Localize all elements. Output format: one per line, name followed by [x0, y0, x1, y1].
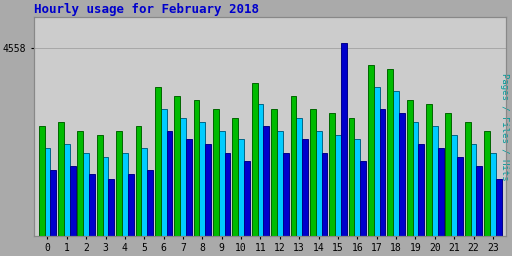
Bar	[399, 113, 405, 256]
Bar	[232, 118, 238, 256]
Bar	[50, 170, 56, 256]
Bar	[341, 43, 347, 256]
Bar	[477, 166, 482, 256]
Bar	[70, 166, 76, 256]
Bar	[97, 135, 103, 256]
Bar	[432, 126, 438, 256]
Bar	[290, 96, 296, 256]
Bar	[103, 157, 109, 256]
Bar	[219, 131, 225, 256]
Bar	[155, 87, 161, 256]
Bar	[322, 153, 327, 256]
Bar	[393, 91, 399, 256]
Bar	[360, 161, 366, 256]
Bar	[407, 100, 413, 256]
Bar	[83, 153, 89, 256]
Bar	[225, 153, 230, 256]
Bar	[186, 139, 192, 256]
Bar	[374, 87, 379, 256]
Bar	[329, 113, 335, 256]
Bar	[388, 69, 393, 256]
Bar	[277, 131, 283, 256]
Text: Hourly usage for February 2018: Hourly usage for February 2018	[34, 3, 259, 16]
Bar	[457, 157, 463, 256]
Bar	[335, 135, 341, 256]
Bar	[200, 122, 205, 256]
Bar	[109, 179, 114, 256]
Bar	[426, 104, 432, 256]
Bar	[271, 109, 277, 256]
Bar	[136, 126, 141, 256]
Bar	[310, 109, 316, 256]
Bar	[258, 104, 263, 256]
Bar	[484, 131, 490, 256]
Bar	[122, 153, 128, 256]
Bar	[354, 139, 360, 256]
Bar	[413, 122, 418, 256]
Bar	[496, 179, 502, 256]
Bar	[252, 82, 258, 256]
Bar	[283, 153, 289, 256]
Bar	[166, 131, 173, 256]
Bar	[368, 65, 374, 256]
Bar	[174, 96, 180, 256]
Bar	[418, 144, 424, 256]
Bar	[490, 153, 496, 256]
Bar	[316, 131, 322, 256]
Bar	[263, 126, 269, 256]
Bar	[205, 144, 211, 256]
Bar	[438, 148, 443, 256]
Bar	[45, 148, 50, 256]
Bar	[238, 139, 244, 256]
Bar	[194, 100, 200, 256]
Bar	[128, 174, 134, 256]
Bar	[161, 109, 166, 256]
Y-axis label: Pages / Files / Hits: Pages / Files / Hits	[500, 72, 509, 180]
Bar	[58, 122, 64, 256]
Bar	[116, 131, 122, 256]
Bar	[302, 139, 308, 256]
Bar	[471, 144, 477, 256]
Bar	[465, 122, 471, 256]
Bar	[64, 144, 70, 256]
Bar	[141, 148, 147, 256]
Bar	[349, 118, 354, 256]
Bar	[451, 135, 457, 256]
Bar	[39, 126, 45, 256]
Bar	[445, 113, 451, 256]
Bar	[296, 118, 302, 256]
Bar	[379, 109, 386, 256]
Bar	[244, 161, 250, 256]
Bar	[89, 174, 95, 256]
Bar	[147, 170, 153, 256]
Bar	[213, 109, 219, 256]
Bar	[180, 118, 186, 256]
Bar	[77, 131, 83, 256]
